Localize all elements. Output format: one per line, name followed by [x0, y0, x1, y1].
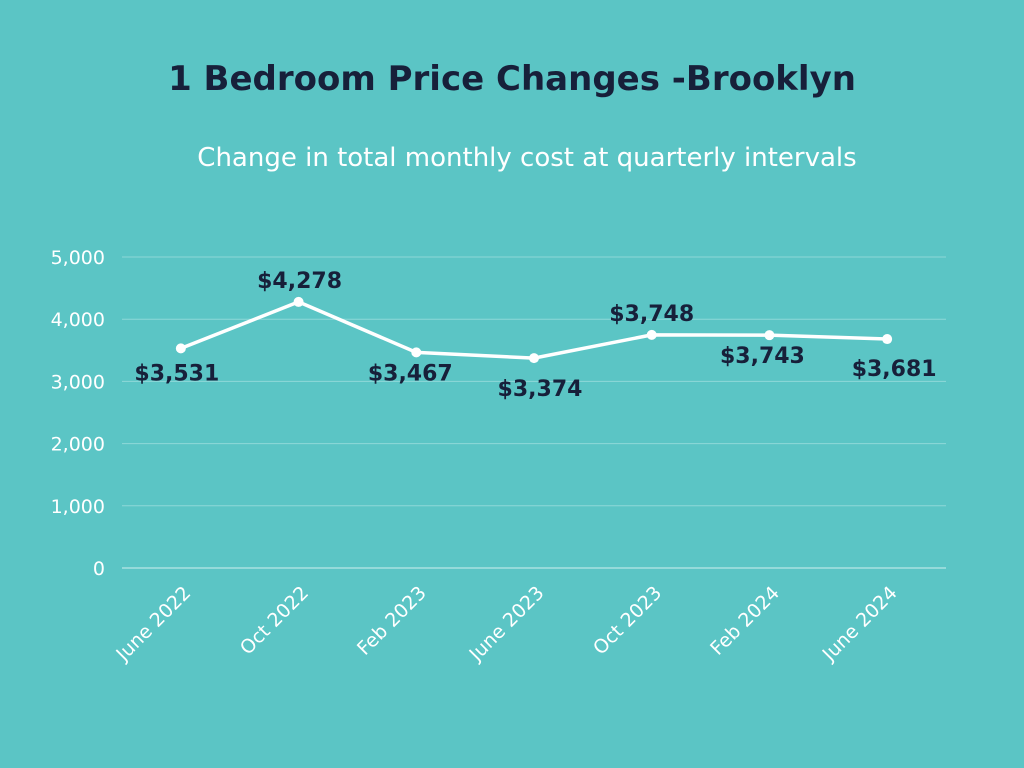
y-axis: 0 1,000 2,000 3,000 4,000 5,000: [51, 247, 105, 580]
data-point: [646, 329, 657, 340]
x-tick-label: June 2022: [111, 582, 195, 666]
data-label: $4,278: [257, 269, 342, 294]
chart-subtitle: Change in total monthly cost at quarterl…: [197, 143, 856, 173]
x-tick-label: Feb 2024: [706, 582, 784, 660]
data-label: $3,531: [134, 361, 219, 386]
data-point: [411, 347, 422, 358]
x-axis: June 2022 Oct 2022 Feb 2023 June 2023 Oct 20…: [111, 582, 901, 666]
data-point: [293, 296, 304, 307]
y-tick-label: 4,000: [51, 309, 105, 331]
chart-title: 1 Bedroom Price Changes -Brooklyn: [168, 59, 856, 99]
series: [175, 296, 893, 364]
y-tick-label: 5,000: [51, 247, 105, 269]
y-tick-label: 1,000: [51, 496, 105, 518]
data-label: $3,467: [368, 361, 453, 386]
x-tick-label: Oct 2022: [236, 582, 313, 659]
data-point: [882, 334, 893, 345]
data-label: $3,743: [720, 344, 805, 369]
data-label: $3,374: [498, 377, 583, 402]
y-tick-label: 3,000: [51, 371, 105, 393]
x-tick-label: June 2024: [818, 582, 902, 666]
data-labels: $3,531 $4,278 $3,467 $3,374 $3,748 $3,743 $3,6…: [134, 269, 936, 402]
gridlines: [122, 256, 946, 569]
data-point: [764, 330, 775, 341]
y-tick-label: 2,000: [51, 434, 105, 456]
data-label: $3,748: [609, 302, 694, 327]
y-tick-label: 0: [93, 558, 105, 580]
x-tick-label: June 2023: [465, 582, 549, 666]
x-tick-label: Feb 2023: [353, 582, 431, 660]
data-point: [175, 343, 186, 354]
data-point: [529, 353, 539, 364]
x-tick-label: Oct 2023: [589, 582, 666, 659]
data-label: $3,681: [852, 357, 937, 382]
